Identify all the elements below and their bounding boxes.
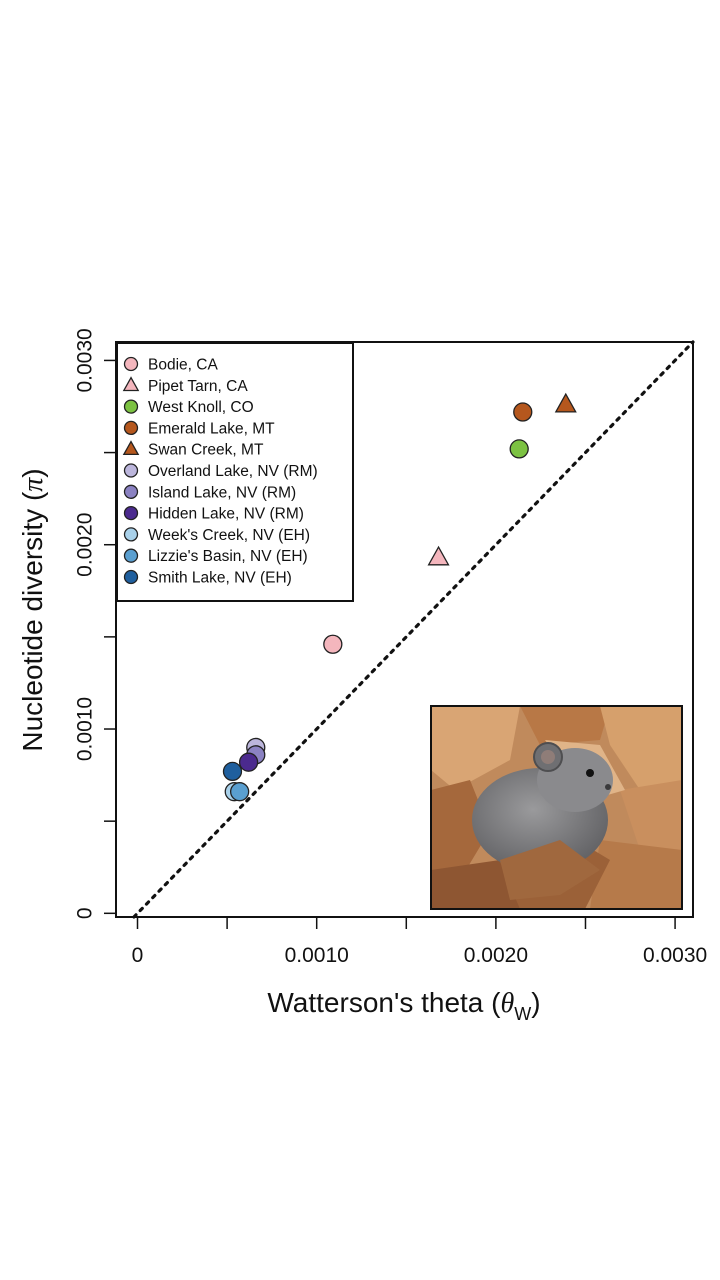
legend-marker	[123, 484, 139, 499]
data-point	[229, 782, 250, 802]
x-axis-ticks: 0 0.0010 0.0020 0.0030	[132, 917, 707, 967]
legend-label: Hidden Lake, NV (RM)	[148, 506, 304, 523]
data-point	[513, 402, 533, 422]
x-axis-title-subscript: W	[514, 1004, 531, 1024]
legend: Bodie, CA Pipet Tarn, CA West Knoll, CO Eme…	[116, 342, 354, 602]
legend-marker	[123, 505, 139, 521]
x-tick-label: 0	[132, 944, 144, 967]
legend-box	[116, 342, 354, 602]
y-axis-title-symbol: π	[18, 477, 49, 492]
y-axis-title-text: Nucleotide diversity (	[17, 491, 48, 752]
x-axis-title-symbol: θ	[500, 988, 514, 1019]
y-axis-title-close: )	[17, 468, 48, 477]
legend-marker	[123, 527, 139, 542]
legend-label: Swan Creek, MT	[148, 442, 264, 459]
x-axis-title: Watterson's theta (θW)	[267, 987, 540, 1024]
legend-marker	[123, 399, 139, 414]
y-tick-label: 0.0010	[74, 697, 97, 761]
inset-photo-pika	[430, 705, 683, 910]
data-point	[554, 392, 577, 413]
y-tick-label: 0.0020	[74, 513, 97, 577]
legend-marker	[123, 569, 139, 585]
y-tick-label: 0.0030	[74, 328, 97, 392]
x-axis-title-close: )	[531, 987, 540, 1018]
x-tick-label: 0.0030	[643, 944, 707, 967]
data-point	[427, 545, 450, 566]
legend-label: Island Lake, NV (RM)	[148, 484, 296, 501]
data-point	[222, 761, 243, 782]
legend-marker	[122, 376, 140, 392]
legend-marker	[123, 548, 139, 563]
data-point	[323, 634, 343, 654]
data-point	[509, 439, 529, 459]
legend-label: Smith Lake, NV (EH)	[148, 570, 292, 587]
data-points	[222, 392, 577, 802]
legend-label: Emerald Lake, MT	[148, 420, 275, 437]
data-point	[238, 752, 259, 772]
y-axis-ticks: 0 0.0010 0.0020 0.0030	[74, 328, 116, 919]
legend-marker	[123, 356, 139, 372]
legend-label: Bodie, CA	[148, 357, 218, 374]
plot-frame	[115, 341, 694, 918]
legend-label: Pipet Tarn, CA	[148, 378, 248, 395]
legend-label: Overland Lake, NV (RM)	[148, 463, 318, 480]
legend-marker	[123, 420, 139, 436]
y-axis-title: Nucleotide diversity (π)	[17, 468, 49, 751]
reference-line-y-equals-x	[132, 340, 695, 919]
x-axis-title-text: Watterson's theta (	[267, 987, 501, 1018]
legend-label: Week's Creek, NV (EH)	[148, 527, 310, 544]
legend-label: West Knoll, CO	[148, 399, 254, 416]
legend-marker	[123, 463, 139, 478]
legend-marker	[122, 440, 140, 456]
y-tick-label: 0	[74, 907, 97, 919]
legend-label: Lizzie's Basin, NV (EH)	[148, 548, 308, 565]
x-tick-label: 0.0010	[285, 944, 349, 967]
x-tick-label: 0.0020	[464, 944, 528, 967]
